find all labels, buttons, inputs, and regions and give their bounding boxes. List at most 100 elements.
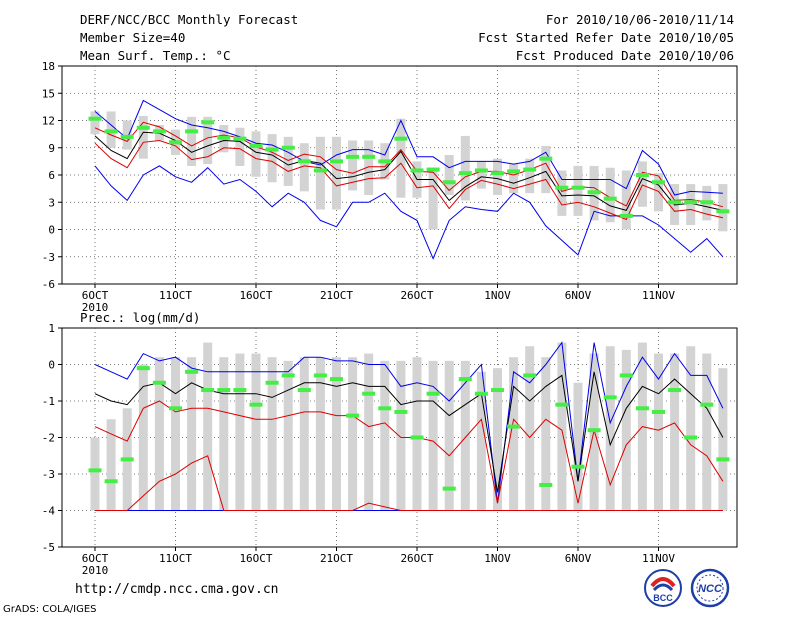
observed-marker — [700, 200, 714, 205]
observed-marker — [571, 185, 585, 190]
ensemble-bar — [315, 136, 325, 210]
ensemble-bar — [654, 353, 663, 511]
ensemble-bar — [251, 131, 261, 177]
observed-marker — [152, 129, 166, 134]
observed-marker — [474, 168, 488, 173]
observed-marker — [539, 482, 553, 487]
observed-marker — [716, 457, 730, 462]
ensemble-bar — [364, 140, 374, 195]
observed-marker — [523, 373, 537, 378]
observed-marker — [313, 168, 327, 173]
observed-marker — [249, 402, 263, 407]
observed-marker — [410, 168, 424, 173]
x-tick-label: 11OCT — [159, 289, 192, 302]
series-line-inner_high — [94, 400, 724, 504]
ensemble-bar — [315, 357, 325, 511]
ensemble-bar — [621, 349, 631, 511]
ensemble-bar — [670, 353, 680, 511]
ensemble-bar — [460, 135, 470, 201]
observed-marker — [217, 135, 231, 140]
ensemble-bar — [203, 342, 213, 511]
y-tick-label: -2 — [42, 432, 55, 445]
observed-marker — [346, 154, 360, 159]
ensemble-bar — [654, 173, 663, 212]
observed-marker — [104, 479, 118, 484]
ensemble-bar — [332, 136, 341, 210]
y-tick-label: 1 — [48, 322, 55, 335]
observed-marker — [491, 171, 504, 176]
observed-marker — [394, 409, 408, 414]
y-tick-label: 3 — [48, 196, 55, 209]
ensemble-bar — [493, 368, 502, 511]
observed-marker — [507, 424, 521, 429]
ensemble-bar — [686, 184, 696, 225]
observed-marker — [442, 486, 456, 491]
ensemble-bar — [428, 170, 438, 230]
observed-marker — [249, 143, 263, 148]
x-tick-label: 2010 — [82, 301, 109, 314]
header-fcst-produced: Fcst Produced Date 2010/10/06 — [515, 48, 734, 63]
ensemble-bar — [493, 158, 502, 195]
observed-marker — [635, 406, 649, 411]
panel-title: Prec.: log(mm/d) — [80, 310, 200, 325]
observed-marker — [378, 406, 392, 411]
observed-marker — [297, 159, 311, 164]
observed-marker — [362, 391, 376, 396]
ensemble-bar — [171, 357, 180, 511]
ensemble-bar — [605, 346, 615, 511]
ensemble-bar — [444, 155, 454, 195]
x-tick-label: 1NOV — [484, 552, 511, 565]
ensemble-bar — [718, 184, 728, 232]
ensemble-bar — [573, 165, 583, 216]
x-tick-label: 16OCT — [239, 289, 272, 302]
observed-marker — [555, 185, 569, 190]
ensemble-bar — [106, 419, 116, 511]
series-line-inner_high — [94, 121, 724, 208]
observed-marker — [555, 402, 569, 407]
ensemble-bar — [348, 140, 358, 191]
y-tick-label: 12 — [42, 115, 55, 128]
observed-marker — [668, 388, 682, 393]
footer-url[interactable]: http://cmdp.ncc.cma.gov.cn — [75, 582, 279, 597]
observed-marker — [185, 129, 199, 134]
observed-marker — [346, 413, 360, 418]
observed-marker — [619, 373, 633, 378]
observed-marker — [136, 366, 150, 371]
observed-marker — [378, 159, 392, 164]
x-tick-label: 1NOV — [484, 289, 511, 302]
observed-marker — [169, 140, 182, 145]
observed-marker — [394, 136, 408, 141]
ensemble-bar — [219, 357, 229, 511]
observed-marker — [330, 159, 343, 164]
ensemble-bar — [267, 134, 277, 183]
observed-marker — [426, 167, 440, 172]
ensemble-bar — [396, 118, 406, 198]
x-tick-label: 26OCT — [400, 552, 433, 565]
observed-marker — [297, 388, 311, 393]
observed-marker — [652, 180, 665, 185]
ensemble-bar — [138, 364, 148, 511]
ensemble-bar — [525, 346, 535, 511]
header-fcst-started: Fcst Started Refer Date 2010/10/05 — [478, 30, 734, 45]
observed-marker — [539, 156, 553, 161]
y-tick-label: -3 — [42, 468, 55, 481]
observed-marker — [120, 134, 134, 139]
ensemble-bar — [541, 357, 551, 511]
ensemble-bar — [460, 360, 470, 511]
observed-marker — [152, 380, 166, 385]
observed-marker — [136, 125, 150, 130]
observed-marker — [313, 373, 327, 378]
ensemble-bar — [396, 360, 406, 511]
observed-marker — [491, 388, 504, 393]
x-tick-label: 11NOV — [642, 552, 675, 565]
ensemble-bar — [90, 437, 100, 511]
ensemble-bar — [444, 360, 454, 511]
observed-marker — [458, 377, 472, 382]
observed-marker — [88, 468, 102, 473]
x-tick-label: 6NOV — [565, 552, 592, 565]
series-line-max — [94, 99, 723, 196]
y-tick-label: 15 — [42, 87, 55, 100]
series-line-inner_low — [94, 139, 724, 221]
ensemble-bar — [541, 145, 551, 194]
